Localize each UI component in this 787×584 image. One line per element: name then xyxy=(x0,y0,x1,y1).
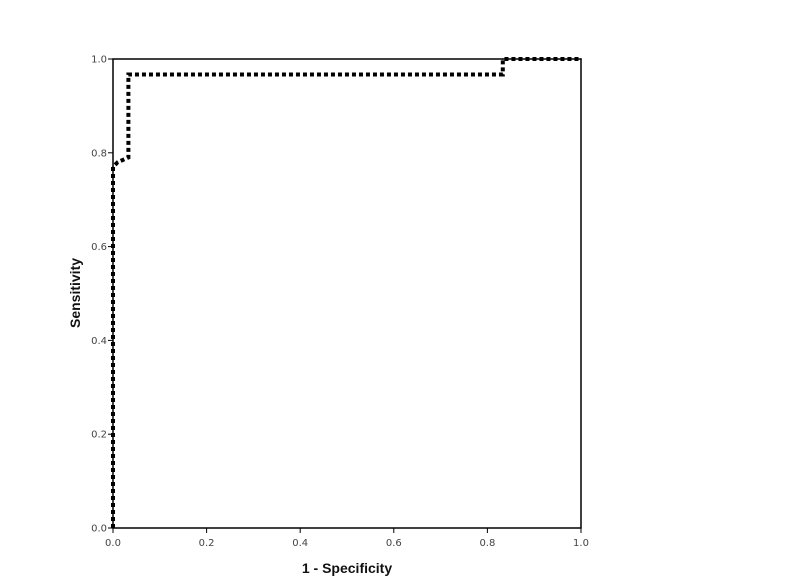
roc-curve-line xyxy=(111,57,581,528)
y-axis-title: Sensitivity xyxy=(67,258,83,328)
x-tick-label: 1.0 xyxy=(573,538,589,549)
y-tick-label: 0.8 xyxy=(91,148,107,159)
roc-curve-point xyxy=(127,73,130,76)
x-tick-label: 0.4 xyxy=(292,538,308,549)
x-tick-label: 0.0 xyxy=(105,538,121,549)
x-axis-title: 1 - Specificity xyxy=(302,560,392,576)
roc-curve-point xyxy=(112,527,114,529)
roc-curve-point xyxy=(502,73,504,76)
roc-curve-point xyxy=(112,166,114,168)
x-tick-label: 0.2 xyxy=(199,538,215,549)
plot-frame xyxy=(112,58,582,529)
series-group xyxy=(111,57,582,529)
y-tick-label: 0.6 xyxy=(91,242,107,253)
roc-curve-point xyxy=(502,58,504,60)
y-tick-label: 0.2 xyxy=(91,430,107,441)
roc-curve-point xyxy=(580,58,582,60)
y-axis-ticks: 0.0 0.2 0.4 0.6 0.8 1.0 xyxy=(91,55,113,535)
y-tick-label: 0.0 xyxy=(91,524,107,535)
x-tick-label: 0.6 xyxy=(386,538,402,549)
roc-curve-point xyxy=(127,156,130,159)
x-axis-ticks: 0.0 0.2 0.4 0.6 0.8 1.0 xyxy=(105,528,589,549)
x-tick-label: 0.8 xyxy=(479,538,495,549)
y-tick-label: 0.4 xyxy=(91,336,107,347)
roc-curve-point xyxy=(116,161,119,163)
y-tick-label: 1.0 xyxy=(91,55,107,66)
